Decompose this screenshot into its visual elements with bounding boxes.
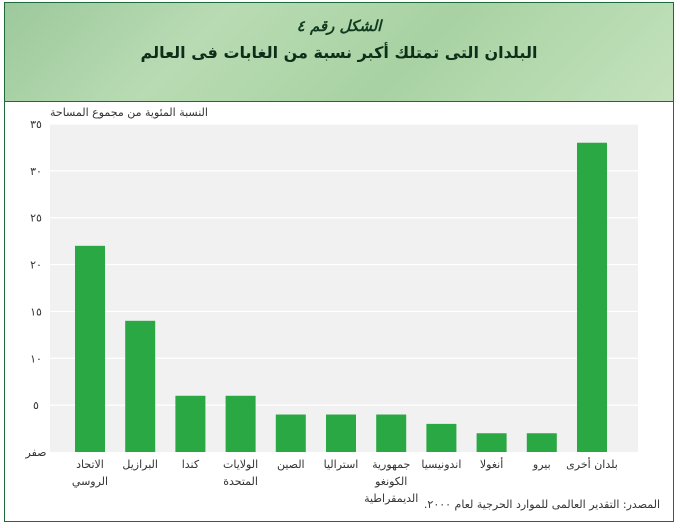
bar (175, 395, 206, 452)
x-tick-label: البرازيل (122, 458, 158, 471)
x-tick-label: الديمقراطية (364, 492, 418, 505)
source-note: المصدر: التقدير العالمى للموارد الحرجية … (423, 498, 660, 511)
x-tick-label: بلدان أخرى (566, 457, 618, 471)
bar (476, 433, 507, 452)
y-axis-label: النسبة المئوية من مجموع المساحة (50, 106, 208, 119)
x-tick-label: بيرو (532, 458, 551, 471)
y-tick-label: ١٥ (30, 305, 42, 318)
figure-title: البلدان التى تمتلك أكبر نسبة من الغابات … (140, 43, 538, 62)
x-tick-label: جمهورية (372, 458, 410, 471)
x-tick-label: الصين (277, 458, 305, 471)
bar (526, 433, 557, 452)
y-tick-label: ٢٥ (30, 212, 42, 225)
y-tick-label: ١٠ (30, 352, 42, 365)
figure-header: الشكل رقم ٤ البلدان التى تمتلك أكبر نسبة… (5, 3, 673, 102)
bar (376, 414, 407, 452)
x-tick-label: الكونغو (374, 475, 407, 488)
bar (577, 142, 607, 452)
x-tick-label: استراليا (324, 458, 359, 471)
x-tick-label: الروسي (72, 475, 108, 488)
x-tick-label: المتحدة (223, 475, 258, 488)
bar (75, 245, 105, 452)
bar (326, 414, 356, 452)
bar (275, 414, 306, 452)
bar (225, 395, 256, 452)
y-tick-label: ٥ (33, 399, 39, 412)
x-tick-label: كندا (182, 458, 200, 471)
bar (125, 320, 156, 452)
bar (426, 423, 457, 452)
x-tick-label: اندونيسيا (421, 458, 461, 471)
y-tick-label: صفر (25, 446, 47, 459)
x-tick-label: الولايات (223, 458, 258, 471)
y-tick-label: ٣٠ (30, 165, 42, 178)
figure-number: الشكل رقم ٤ (296, 17, 382, 35)
x-tick-label: أنغولا (480, 457, 503, 471)
y-tick-label: ٢٠ (30, 259, 42, 272)
y-tick-label: ٣٥ (30, 118, 42, 131)
x-tick-label: الاتحاد (76, 458, 104, 471)
